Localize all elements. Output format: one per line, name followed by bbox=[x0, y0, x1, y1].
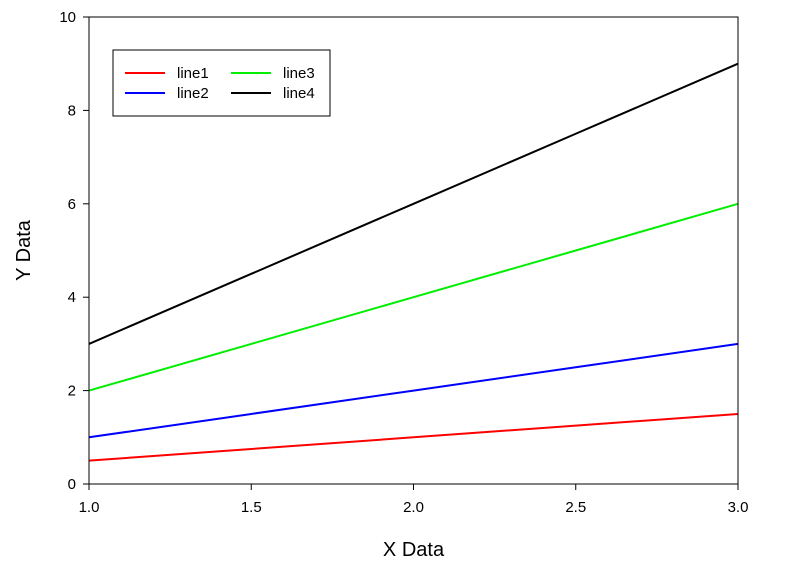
y-tick-label: 4 bbox=[68, 289, 76, 306]
legend-label-line3: line3 bbox=[283, 65, 315, 82]
x-tick-label: 1.0 bbox=[79, 499, 100, 516]
x-tick-label: 1.5 bbox=[241, 499, 262, 516]
series-layer bbox=[88, 62, 739, 462]
legend-label-line4: line4 bbox=[283, 85, 315, 102]
series-line-line1 bbox=[88, 412, 739, 462]
y-tick-label: 0 bbox=[68, 476, 76, 493]
y-tick-label: 10 bbox=[59, 9, 76, 26]
y-tick-label: 6 bbox=[68, 196, 76, 213]
series-line-line4 bbox=[88, 62, 739, 345]
x-tick-label: 2.0 bbox=[403, 499, 424, 516]
legend-box bbox=[112, 49, 331, 117]
x-tick-label: 3.0 bbox=[728, 499, 749, 516]
series-line-line2 bbox=[88, 342, 739, 439]
axis-ticks: 1.0 1.5 2.0 2.5 3.0 0 2 4 6 8 10 bbox=[59, 9, 748, 516]
x-tick-label: 2.5 bbox=[565, 499, 586, 516]
legend-label-line1: line1 bbox=[177, 65, 209, 82]
y-tick-label: 8 bbox=[68, 102, 76, 119]
legend-label-line2: line2 bbox=[177, 85, 209, 102]
series-line-line3 bbox=[88, 202, 739, 392]
legend: line1 line2 line3 line4 bbox=[112, 49, 331, 117]
y-tick-label: 2 bbox=[68, 383, 76, 400]
x-axis-title: X Data bbox=[383, 539, 445, 561]
y-axis-title: Y Data bbox=[13, 219, 35, 281]
